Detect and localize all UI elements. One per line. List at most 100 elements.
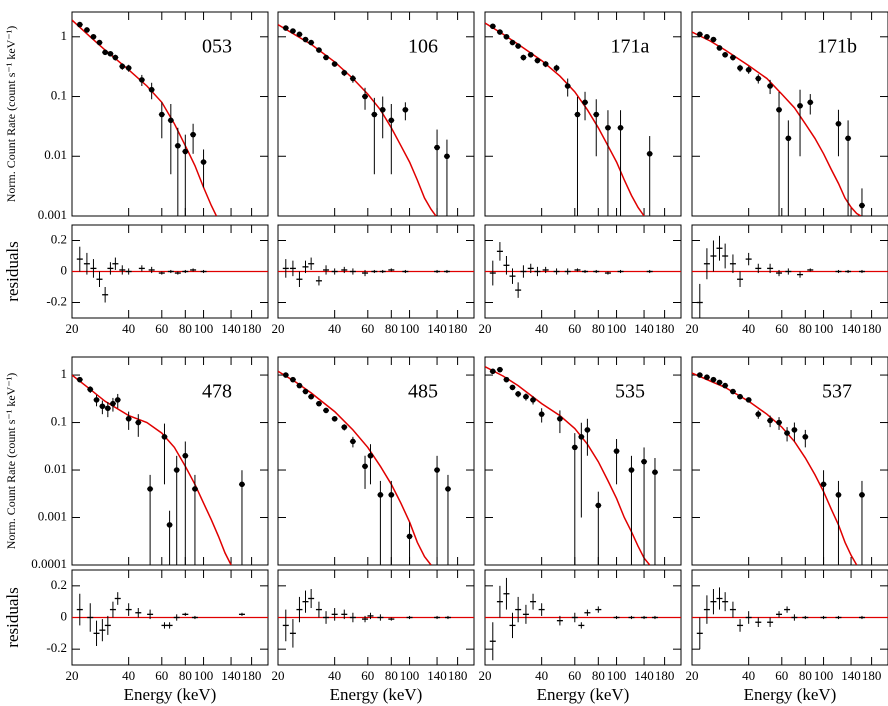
- data-point: [350, 75, 356, 82]
- data-point: [564, 83, 571, 89]
- x-tick-label: 40: [742, 321, 755, 336]
- model-line: [72, 19, 218, 216]
- data-point: [444, 153, 450, 160]
- data-point: [593, 111, 600, 118]
- panel-label: 171b: [817, 36, 857, 58]
- data-point: [553, 65, 560, 71]
- data-point: [646, 150, 653, 157]
- data-point: [557, 415, 563, 422]
- x-tick-label: 20: [66, 321, 79, 336]
- residual-y-tick-label: -0.2: [46, 640, 67, 655]
- data-point: [652, 469, 658, 476]
- data-point: [182, 148, 189, 155]
- x-tick-label: 140: [427, 321, 447, 336]
- data-point: [341, 69, 348, 76]
- data-point: [76, 376, 83, 383]
- data-point: [835, 120, 842, 127]
- x-tick-label: 80: [592, 321, 605, 336]
- data-point: [523, 393, 529, 400]
- panel-label: 485: [408, 381, 438, 403]
- data-point: [147, 486, 153, 492]
- panel-label: 171a: [611, 36, 650, 58]
- x-tick-label: 180: [448, 321, 468, 336]
- data-point: [859, 492, 865, 498]
- x-tick-label: 180: [862, 321, 882, 336]
- data-point: [755, 75, 762, 82]
- data-point: [105, 405, 111, 412]
- data-point: [90, 33, 97, 40]
- panel-label: 478: [202, 381, 232, 403]
- x-tick-label: 180: [242, 321, 262, 336]
- data-point: [791, 427, 798, 433]
- data-point: [628, 467, 635, 473]
- y-tick-label: 0.01: [44, 461, 67, 476]
- data-point: [302, 36, 309, 43]
- data-point: [859, 202, 865, 209]
- data-point: [797, 102, 803, 109]
- residual-axis-label: residuals: [3, 587, 22, 647]
- x-tick-label: 60: [361, 668, 374, 683]
- data-point: [316, 47, 322, 53]
- x-tick-label: 60: [155, 321, 168, 336]
- y-axis-label: Norm. Count Rate (count s⁻¹ keV⁻¹): [4, 26, 18, 203]
- data-point: [605, 124, 611, 131]
- data-point: [239, 481, 245, 488]
- x-tick-label: 140: [221, 668, 241, 683]
- data-point: [785, 135, 792, 142]
- y-tick-label: 1: [61, 28, 68, 43]
- data-point: [820, 481, 827, 488]
- data-point: [509, 384, 516, 391]
- data-point: [379, 106, 386, 113]
- data-point: [290, 28, 296, 34]
- data-point: [489, 368, 496, 375]
- data-point: [542, 61, 549, 67]
- y-axis-label: Norm. Count Rate (count s⁻¹ keV⁻¹): [4, 373, 18, 550]
- x-axis-label: Energy (keV): [330, 685, 423, 704]
- data-point: [406, 533, 413, 540]
- data-point: [302, 388, 309, 395]
- x-tick-label: 20: [272, 321, 285, 336]
- x-tick-label: 40: [535, 321, 548, 336]
- x-tick-label: 80: [385, 321, 398, 336]
- data-point: [745, 397, 752, 403]
- residual-y-tick-label: 0: [61, 262, 68, 277]
- panel-label: 106: [408, 36, 438, 58]
- data-point: [538, 411, 545, 417]
- data-point: [331, 415, 338, 422]
- data-point: [166, 522, 173, 528]
- data-point: [388, 117, 395, 124]
- data-point: [434, 467, 440, 473]
- x-tick-label: 180: [862, 668, 882, 683]
- data-point: [776, 419, 782, 426]
- x-tick-label: 80: [385, 668, 398, 683]
- data-point: [139, 77, 145, 83]
- x-tick-label: 180: [242, 668, 262, 683]
- model-line: [278, 23, 437, 216]
- data-point: [710, 376, 717, 383]
- data-point: [520, 54, 527, 61]
- x-tick-label: 100: [194, 321, 214, 336]
- data-point: [574, 111, 581, 118]
- data-point: [388, 492, 395, 498]
- data-point: [737, 393, 743, 400]
- y-tick-label: 0.01: [44, 147, 67, 162]
- x-tick-label: 60: [568, 668, 581, 683]
- x-tick-label: 20: [686, 668, 699, 683]
- data-point: [617, 124, 624, 131]
- data-point: [192, 486, 198, 492]
- data-point: [182, 452, 189, 459]
- data-point: [509, 39, 516, 46]
- x-tick-label: 80: [592, 668, 605, 683]
- data-point: [168, 117, 174, 124]
- x-tick-label: 80: [799, 668, 812, 683]
- x-tick-label: 180: [655, 668, 675, 683]
- data-point: [571, 444, 578, 451]
- data-point: [835, 492, 842, 498]
- x-tick-label: 100: [814, 321, 834, 336]
- x-tick-label: 60: [568, 321, 581, 336]
- data-point: [497, 29, 503, 35]
- y-tick-label: 0.1: [51, 414, 67, 429]
- x-tick-label: 60: [775, 668, 788, 683]
- data-point: [331, 61, 338, 67]
- data-point: [308, 39, 314, 46]
